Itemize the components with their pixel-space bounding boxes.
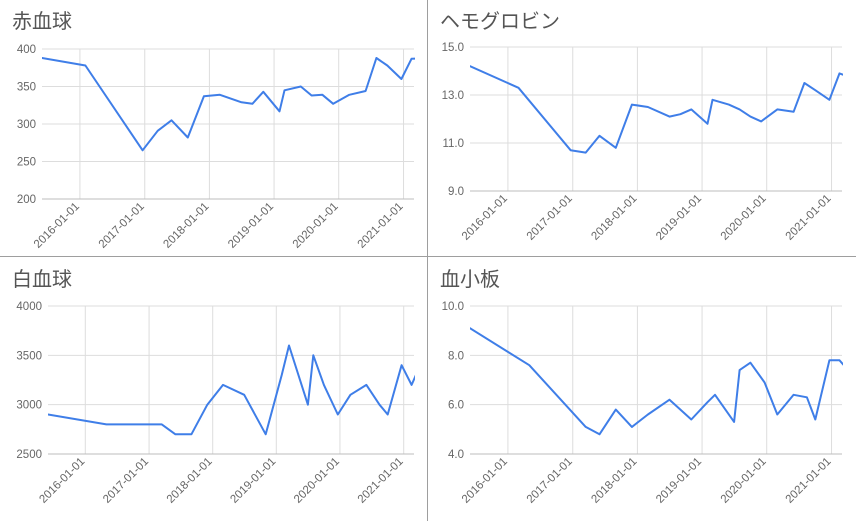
- x-tick-label: 2021-01-01: [356, 456, 406, 506]
- x-tick-label: 2018-01-01: [161, 201, 211, 251]
- series-line-platelets: [470, 327, 843, 436]
- chart-title-wbc: 白血球: [12, 267, 72, 291]
- y-tick-label: 3500: [16, 350, 42, 362]
- x-tick-label: 2020-01-01: [292, 456, 342, 506]
- y-tick-label: 400: [17, 44, 36, 56]
- chart-platelets: 血小板 2016-01-01 2017-01-01 2018-01-01 2019-01…: [440, 267, 843, 506]
- x-tick-label: 2017-01-01: [525, 193, 575, 243]
- x-tick-label: 2019-01-01: [226, 201, 276, 251]
- x-tick-label: 2017-01-01: [101, 456, 151, 506]
- series-line-hemoglobin: [470, 65, 843, 154]
- x-tick-label: 2016-01-01: [460, 193, 510, 243]
- x-tick-label: 2019-01-01: [654, 456, 704, 506]
- x-tick-label: 2020-01-01: [719, 456, 769, 506]
- y-tick-label: 8.0: [448, 350, 464, 362]
- x-tick-label: 2019-01-01: [228, 456, 278, 506]
- y-tick-label: 13.0: [442, 90, 464, 102]
- x-tick-label: 2020-01-01: [719, 193, 769, 243]
- y-tick-label: 15.0: [442, 42, 464, 54]
- y-tick-label: 250: [17, 157, 36, 169]
- chart-title-hemoglobin: ヘモグロビン: [440, 9, 560, 33]
- x-tick-label: 2018-01-01: [589, 456, 639, 506]
- chart-panel-wbc: 白血球 2016-01-01 2017-01-01 2018-01-01 2019-01…: [0, 260, 428, 521]
- y-tick-label: 11.0: [442, 138, 464, 150]
- x-tick-label: 2017-01-01: [97, 201, 147, 251]
- chart-panel-hemoglobin: ヘモグロビン 2016-01-01 2017-01-01 2018-01-01 2019…: [428, 0, 856, 260]
- vertical-divider: [427, 0, 428, 521]
- chart-wbc: 白血球 2016-01-01 2017-01-01 2018-01-01 2019-01…: [12, 267, 415, 506]
- y-tick-label: 350: [17, 82, 36, 94]
- x-tick-label: 2017-01-01: [525, 456, 575, 506]
- horizontal-divider: [0, 256, 856, 257]
- chart-title-rbc: 赤血球: [12, 9, 72, 33]
- chart-panel-platelets: 血小板 2016-01-01 2017-01-01 2018-01-01 2019-01…: [428, 260, 856, 521]
- y-tick-label: 4000: [16, 301, 42, 313]
- chart-title-platelets: 血小板: [440, 267, 500, 291]
- x-tick-label: 2020-01-01: [291, 201, 341, 251]
- chart-panel-rbc: 赤血球 2016-01-01 2017-01-01 2018-01-01 2019-01…: [0, 0, 428, 260]
- x-tick-label: 2016-01-01: [460, 456, 510, 506]
- series-line-wbc: [48, 344, 415, 436]
- chart-rbc: 赤血球 2016-01-01 2017-01-01 2018-01-01 2019-01…: [12, 9, 415, 251]
- y-tick-label: 6.0: [448, 400, 464, 412]
- x-tick-label: 2021-01-01: [356, 201, 406, 251]
- y-tick-label: 3000: [16, 400, 42, 412]
- y-tick-label: 200: [17, 194, 36, 206]
- y-tick-label: 2500: [16, 449, 42, 461]
- x-tick-label: 2016-01-01: [32, 201, 82, 251]
- x-tick-label: 2019-01-01: [654, 193, 704, 243]
- y-tick-label: 300: [17, 119, 36, 131]
- series-line-rbc: [42, 57, 415, 152]
- y-tick-label: 9.0: [448, 186, 464, 198]
- x-tick-label: 2018-01-01: [589, 193, 639, 243]
- x-tick-label: 2021-01-01: [784, 456, 834, 506]
- y-tick-label: 10.0: [442, 301, 464, 313]
- x-tick-label: 2016-01-01: [37, 456, 87, 506]
- chart-hemoglobin: ヘモグロビン 2016-01-01 2017-01-01 2018-01-01 2019…: [440, 9, 843, 243]
- x-tick-label: 2018-01-01: [165, 456, 215, 506]
- y-tick-label: 4.0: [448, 449, 464, 461]
- x-tick-label: 2021-01-01: [784, 193, 834, 243]
